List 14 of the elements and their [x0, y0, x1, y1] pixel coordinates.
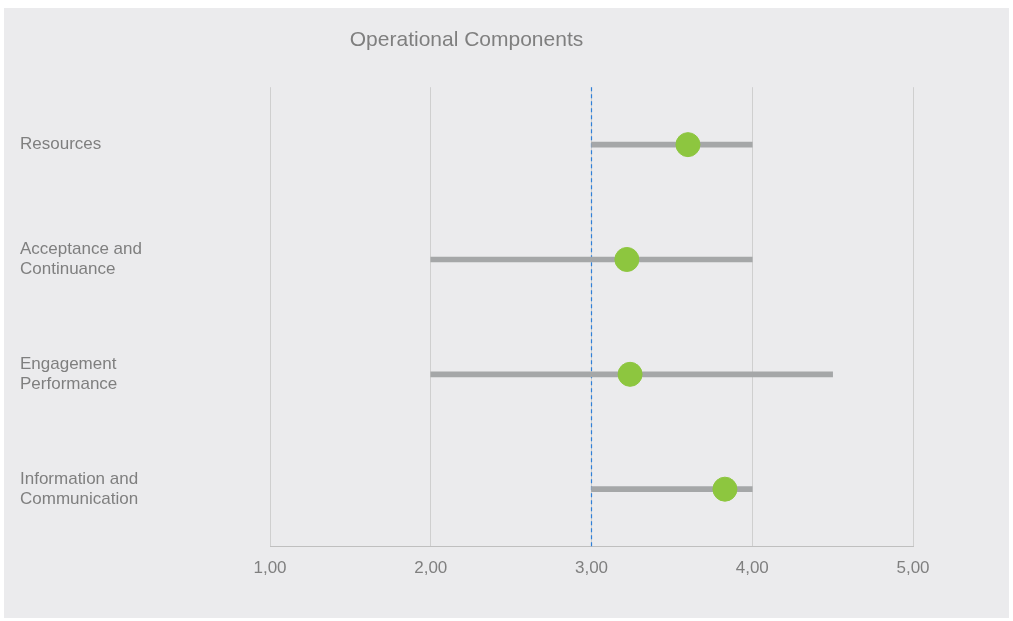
- x-tick-label: 3,00: [574, 558, 609, 578]
- chart-title: Operational Components: [349, 27, 584, 51]
- y-tick-label: Acceptance and Continuance: [20, 238, 142, 279]
- y-tick-label: Information and Communication: [20, 468, 139, 509]
- x-tick-label: 2,00: [414, 558, 448, 578]
- point: [614, 246, 640, 272]
- x-tick-label: 4,00: [735, 558, 769, 578]
- y-tick-label: Resources: [20, 134, 102, 154]
- y-tick-label: Engagement Performance: [20, 353, 118, 394]
- point: [712, 476, 738, 502]
- point: [675, 132, 701, 158]
- x-tick-label: 5,00: [896, 558, 930, 578]
- point: [617, 361, 643, 387]
- x-tick-label: 1,00: [253, 558, 287, 578]
